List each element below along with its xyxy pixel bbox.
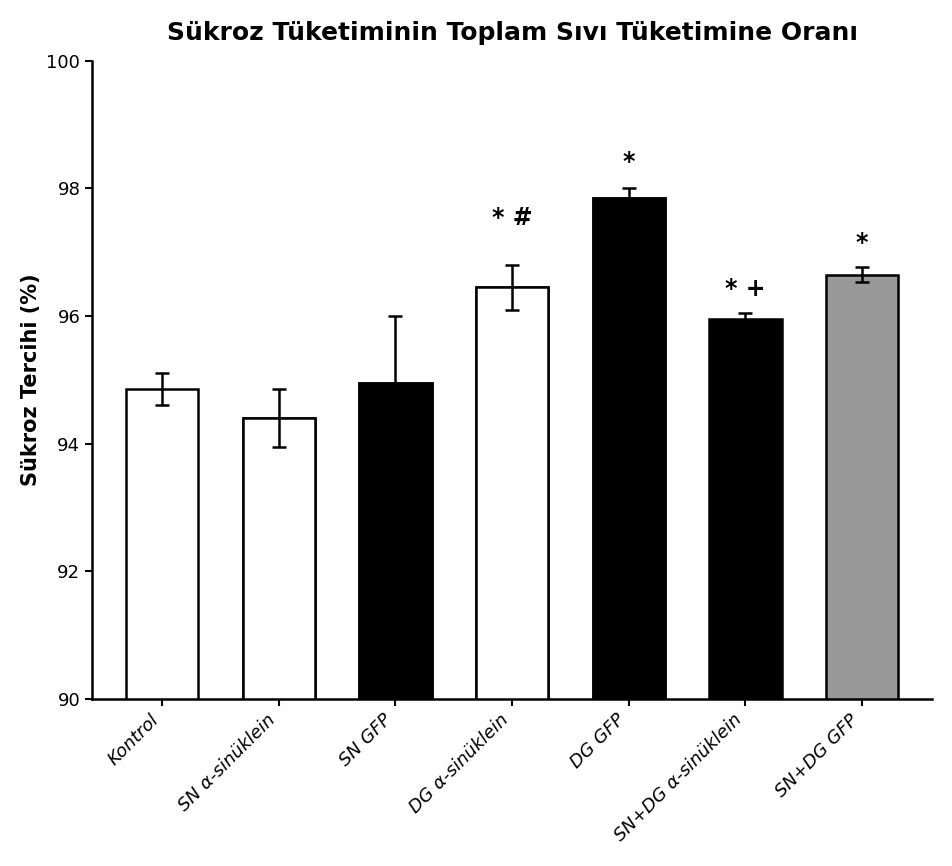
Bar — [243, 418, 314, 699]
Bar — [708, 320, 781, 699]
Bar — [592, 198, 664, 699]
Bar — [243, 418, 314, 699]
Text: * +: * + — [724, 277, 764, 301]
Text: * #: * # — [491, 206, 532, 229]
Bar — [475, 288, 547, 699]
Bar — [592, 198, 664, 699]
Bar — [243, 418, 314, 699]
Bar — [825, 275, 898, 699]
Text: *: * — [855, 231, 867, 255]
Bar — [359, 383, 431, 699]
Bar — [359, 383, 431, 699]
Title: Sükroz Tüketiminin Toplam Sıvı Tüketimine Oranı: Sükroz Tüketiminin Toplam Sıvı Tüketimin… — [167, 21, 857, 45]
Bar — [126, 390, 198, 699]
Bar — [475, 288, 547, 699]
Y-axis label: Sükroz Tercihi (%): Sükroz Tercihi (%) — [21, 274, 41, 486]
Bar — [592, 198, 664, 699]
Bar — [359, 383, 431, 699]
Text: *: * — [622, 151, 634, 174]
Bar — [475, 288, 547, 699]
